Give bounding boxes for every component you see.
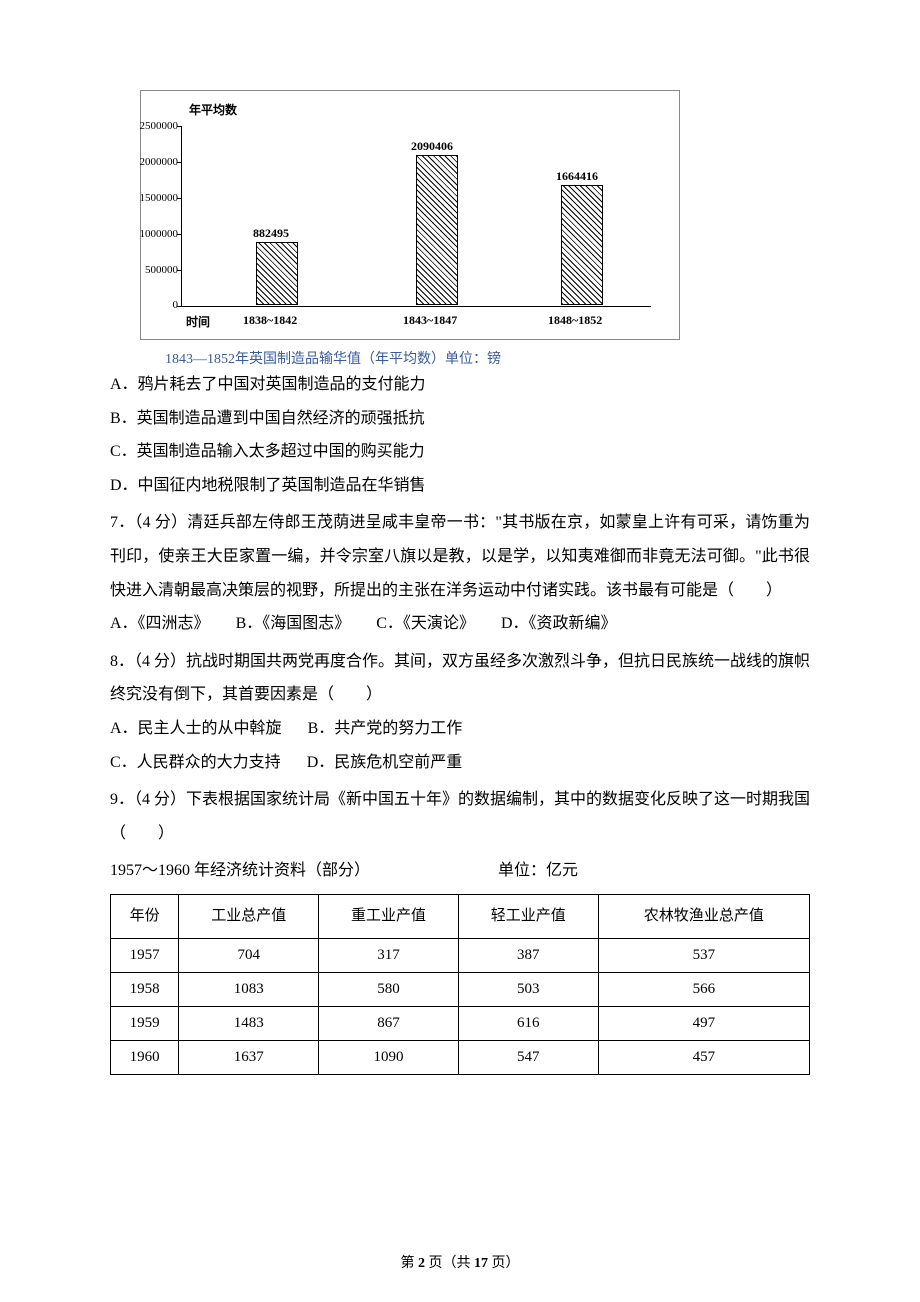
ytick-4: 2000000: [123, 156, 178, 168]
col-2: 重工业产值: [319, 894, 459, 938]
q8-stem: 8．（4 分）抗战时期国共两党再度合作。其间，双方虽经多次激烈斗争，但抗日民族统…: [110, 645, 810, 712]
q7-stem: 7．（4 分）清廷兵部左侍郎王茂荫进呈咸丰皇帝一书："其书版在京，如蒙皇上许有可…: [110, 506, 810, 607]
ytick-5: 2500000: [123, 120, 178, 132]
col-0: 年份: [111, 894, 179, 938]
q6-option-d: D．中国征内地税限制了英国制造品在华销售: [110, 469, 810, 503]
q8-options-row2: C．人民群众的大力支持 D．民族危机空前严重: [110, 746, 810, 780]
bar-label-1: 882495: [253, 226, 289, 241]
col-1: 工业总产值: [179, 894, 319, 938]
ytick-2: 1000000: [123, 228, 178, 240]
q9-subtitle: 1957～1960 年经济统计资料（部分） 单位：亿元: [110, 854, 810, 888]
q8-options-row1: A．民主人士的从中斡旋 B．共产党的努力工作: [110, 712, 810, 746]
q6-option-a: A．鸦片耗去了中国对英国制造品的支付能力: [110, 368, 810, 402]
xlabel-3: 1848~1852: [548, 313, 602, 328]
xlabel-2: 1843~1847: [403, 313, 457, 328]
q8-option-d: D．民族危机空前严重: [307, 754, 463, 771]
q7-option-d: D．《资政新编》: [501, 615, 617, 632]
x-axis-title: 时间: [186, 313, 210, 330]
q8-option-a: A．民主人士的从中斡旋: [110, 720, 282, 737]
bar-1: [256, 242, 298, 305]
xlabel-1: 1838~1842: [243, 313, 297, 328]
ytick-3: 1500000: [123, 192, 178, 204]
table-row: 196016371090547457: [111, 1040, 810, 1074]
chart-container: 年平均数 0 500000 1000000 1500000 2000000 25…: [140, 90, 680, 340]
q9-subtitle-right: 单位：亿元: [498, 862, 578, 879]
q9-table: 年份 工业总产值 重工业产值 轻工业产值 农林牧渔业总产值 1957704317…: [110, 894, 810, 1075]
bar-3: [561, 185, 603, 305]
col-4: 农林牧渔业总产值: [598, 894, 809, 938]
q9-stem: 9．（4 分）下表根据国家统计局《新中国五十年》的数据编制，其中的数据变化反映了…: [110, 783, 810, 850]
q8-option-c: C．人民群众的大力支持: [110, 754, 281, 771]
bar-label-2: 2090406: [411, 139, 453, 154]
y-axis-title: 年平均数: [189, 101, 237, 118]
q7-option-a: A．《四洲志》: [110, 615, 210, 632]
table-row: 19581083580503566: [111, 972, 810, 1006]
q7-option-b: B．《海国图志》: [236, 615, 351, 632]
col-3: 轻工业产值: [458, 894, 598, 938]
bar-label-3: 1664416: [556, 169, 598, 184]
table-row: 1957704317387537: [111, 938, 810, 972]
q9-subtitle-left: 1957～1960 年经济统计资料（部分）: [110, 862, 370, 879]
q8-option-b: B．共产党的努力工作: [308, 720, 463, 737]
page-footer: 第 2 页（共 17 页）: [0, 1252, 920, 1272]
q6-option-c: C．英国制造品输入太多超过中国的购买能力: [110, 435, 810, 469]
chart-caption: 1843—1852年英国制造品输华值（年平均数）单位：镑: [165, 348, 810, 368]
table-row: 19591483867616497: [111, 1006, 810, 1040]
bar-2: [416, 155, 458, 305]
ytick-0: 0: [123, 299, 178, 311]
q7-option-c: C．《天演论》: [376, 615, 475, 632]
q6-option-b: B．英国制造品遭到中国自然经济的顽强抵抗: [110, 402, 810, 436]
ytick-1: 500000: [123, 264, 178, 276]
q7-options: A．《四洲志》 B．《海国图志》 C．《天演论》 D．《资政新编》: [110, 607, 810, 641]
